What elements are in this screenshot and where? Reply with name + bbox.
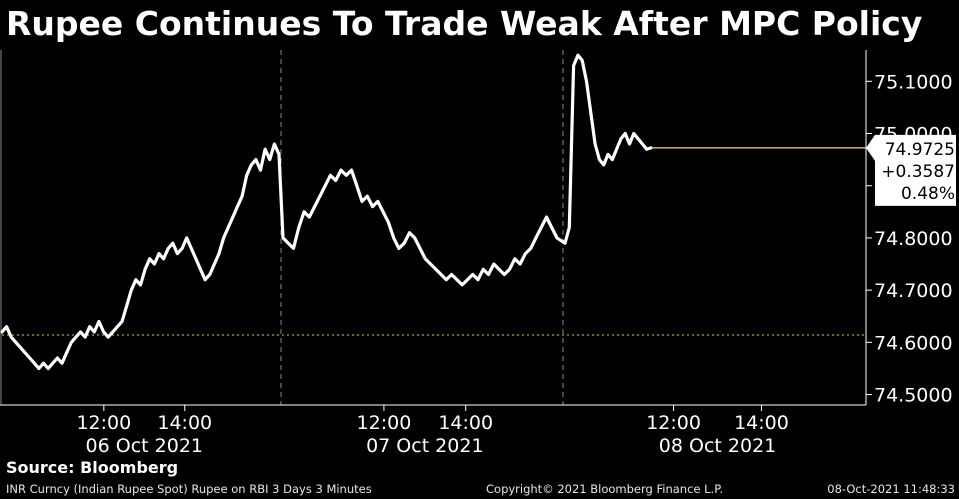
y-tick-label: 75.1000 bbox=[874, 71, 953, 93]
x-tick-label: 14:00 bbox=[438, 412, 493, 434]
x-tick-label: 14:00 bbox=[157, 412, 212, 434]
footer-timestamp: 08-Oct-2021 11:48:33 bbox=[827, 482, 955, 496]
last-value-label: 74.9725 bbox=[885, 140, 955, 160]
footer-security: INR Curncy (Indian Rupee Spot) Rupee on … bbox=[6, 482, 372, 496]
day-label: 08 Oct 2021 bbox=[659, 435, 776, 457]
x-tick-label: 12:00 bbox=[76, 412, 131, 434]
y-axis-ticks: 74.500074.600074.700074.800075.000075.10… bbox=[866, 71, 953, 407]
footer-copyright: Copyright© 2021 Bloomberg Finance L.P. bbox=[486, 482, 723, 496]
y-tick-label: 74.7000 bbox=[874, 280, 953, 302]
chart-title: Rupee Continues To Trade Weak After MPC … bbox=[6, 4, 923, 43]
last-change-label: +0.3587 bbox=[881, 162, 955, 182]
axes bbox=[0, 50, 867, 406]
day-label: 06 Oct 2021 bbox=[86, 435, 203, 457]
series-line bbox=[0, 53, 653, 371]
last-change-pct-label: 0.48% bbox=[901, 184, 955, 204]
source-note: Source: Bloomberg bbox=[6, 458, 179, 477]
x-tick-label: 12:00 bbox=[646, 412, 701, 434]
day-label: 07 Oct 2021 bbox=[366, 435, 483, 457]
y-tick-label: 74.5000 bbox=[874, 385, 953, 407]
x-tick-label: 12:00 bbox=[357, 412, 412, 434]
y-tick-label: 74.6000 bbox=[874, 332, 953, 354]
grid-lines bbox=[0, 50, 564, 405]
series-plot bbox=[0, 53, 866, 371]
last-value-box bbox=[866, 134, 956, 206]
y-tick-label: 74.8000 bbox=[874, 228, 953, 250]
x-tick-label: 14:00 bbox=[734, 412, 789, 434]
